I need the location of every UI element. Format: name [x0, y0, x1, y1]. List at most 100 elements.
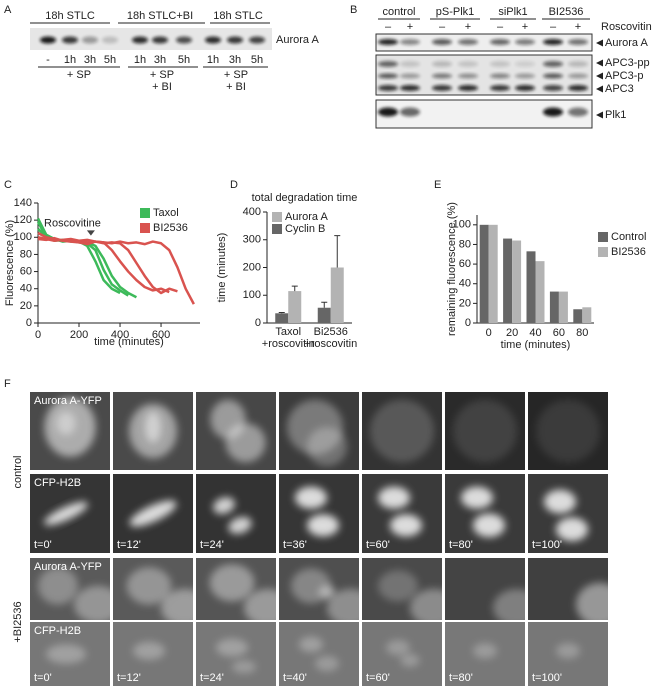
image-content	[453, 399, 517, 463]
image-content	[295, 486, 339, 537]
micrograph	[445, 392, 525, 470]
cell-signal	[244, 589, 276, 620]
arrow	[596, 39, 603, 47]
blot-band	[82, 36, 98, 44]
sign: +	[407, 21, 413, 33]
x-tick-label: Taxol	[275, 326, 301, 338]
y-tick-label: 60	[20, 265, 32, 277]
time-label: t=100'	[532, 672, 562, 684]
cell-signal	[319, 585, 335, 599]
cell-signal	[295, 486, 327, 509]
micrograph	[279, 558, 359, 620]
time-label: t=80'	[449, 539, 473, 551]
legend-label: BI2536	[153, 222, 188, 234]
y-tick-label: 80	[20, 248, 32, 260]
cell-signal	[390, 514, 422, 537]
micrograph	[528, 474, 608, 553]
image-content	[126, 567, 193, 620]
bar	[330, 267, 344, 323]
y-axis-label: remaining fluorescence (%)	[446, 202, 458, 336]
lane-label: 5h	[178, 54, 190, 66]
panel-letter: F	[4, 378, 11, 390]
cell-signal	[576, 582, 608, 620]
y-tick-label: 200	[243, 261, 261, 273]
cell-signal	[327, 589, 359, 620]
cell-signal	[307, 427, 347, 467]
trace-line	[36, 217, 129, 297]
image-content	[291, 568, 359, 620]
blot-band	[62, 36, 78, 44]
image-content	[210, 399, 266, 463]
image-background	[445, 474, 525, 553]
blot-band	[378, 107, 398, 117]
cell-signal	[129, 500, 177, 527]
micrograph	[113, 558, 193, 620]
panel-letter: E	[434, 179, 441, 191]
blot-band	[568, 39, 588, 45]
bar	[288, 291, 302, 323]
sign: +	[575, 21, 581, 33]
time-label: t=60'	[366, 539, 390, 551]
group-header: BI2536	[549, 6, 584, 18]
blot-band	[458, 39, 478, 45]
blot-band	[378, 61, 398, 67]
micrograph	[30, 392, 110, 470]
legend-label: Control	[611, 231, 646, 243]
y-axis-label: time (minutes)	[216, 233, 228, 303]
x-tick-label: 200	[70, 329, 88, 341]
group-header: 18h STLC	[45, 10, 95, 22]
bar	[275, 313, 289, 323]
blot-band	[400, 39, 420, 45]
micrograph	[279, 392, 359, 470]
micrograph	[196, 474, 276, 553]
x-tick-label: 0	[35, 329, 41, 341]
image-content	[129, 403, 177, 459]
blot-band	[490, 73, 510, 79]
cell-signal	[493, 589, 525, 620]
bar	[582, 307, 592, 323]
cell-signal	[74, 585, 110, 620]
micrograph	[445, 622, 525, 686]
annotation: Roscovitine	[44, 217, 101, 229]
blot-band	[543, 73, 563, 79]
trace-line	[36, 221, 121, 295]
lane-label: 1h	[64, 54, 76, 66]
x-tick-label: 0	[486, 327, 492, 339]
group-header: 18h STLC+BI	[127, 10, 193, 22]
image-content	[44, 397, 96, 457]
cell-signal	[133, 641, 165, 660]
group-header: siPlk1	[498, 6, 527, 18]
legend-label: Taxol	[153, 207, 179, 219]
time-label: t=36'	[283, 539, 307, 551]
blot-band	[205, 36, 221, 44]
lane-label: 1h	[134, 54, 146, 66]
lane-label: 1h	[207, 54, 219, 66]
legend-swatch	[272, 224, 282, 234]
image-background	[196, 474, 276, 553]
blot-band	[132, 36, 148, 44]
blot-band	[400, 73, 420, 79]
sign: –	[550, 21, 557, 33]
blot-band	[378, 39, 398, 45]
micrograph	[196, 622, 276, 686]
cell-signal	[461, 486, 493, 509]
y-tick-label: 20	[459, 297, 471, 309]
image-content	[299, 636, 339, 672]
time-label: t=40'	[283, 672, 307, 684]
micrograph	[113, 622, 193, 686]
y-tick-label: 100	[14, 231, 32, 243]
micrograph	[196, 392, 276, 470]
y-tick-label: 120	[14, 214, 32, 226]
lane-label: 5h	[251, 54, 263, 66]
panel-letter: A	[4, 4, 12, 16]
blot-band	[568, 85, 588, 91]
group-label: +BI2536	[12, 601, 24, 642]
cell-signal	[299, 636, 323, 653]
image-content	[129, 500, 177, 527]
protein-label: Aurora A	[276, 34, 319, 46]
legend-label: Aurora A	[285, 211, 328, 223]
cell-signal	[46, 644, 86, 664]
x-tick-label: Bi2536	[314, 326, 348, 338]
error-bar	[334, 235, 341, 268]
